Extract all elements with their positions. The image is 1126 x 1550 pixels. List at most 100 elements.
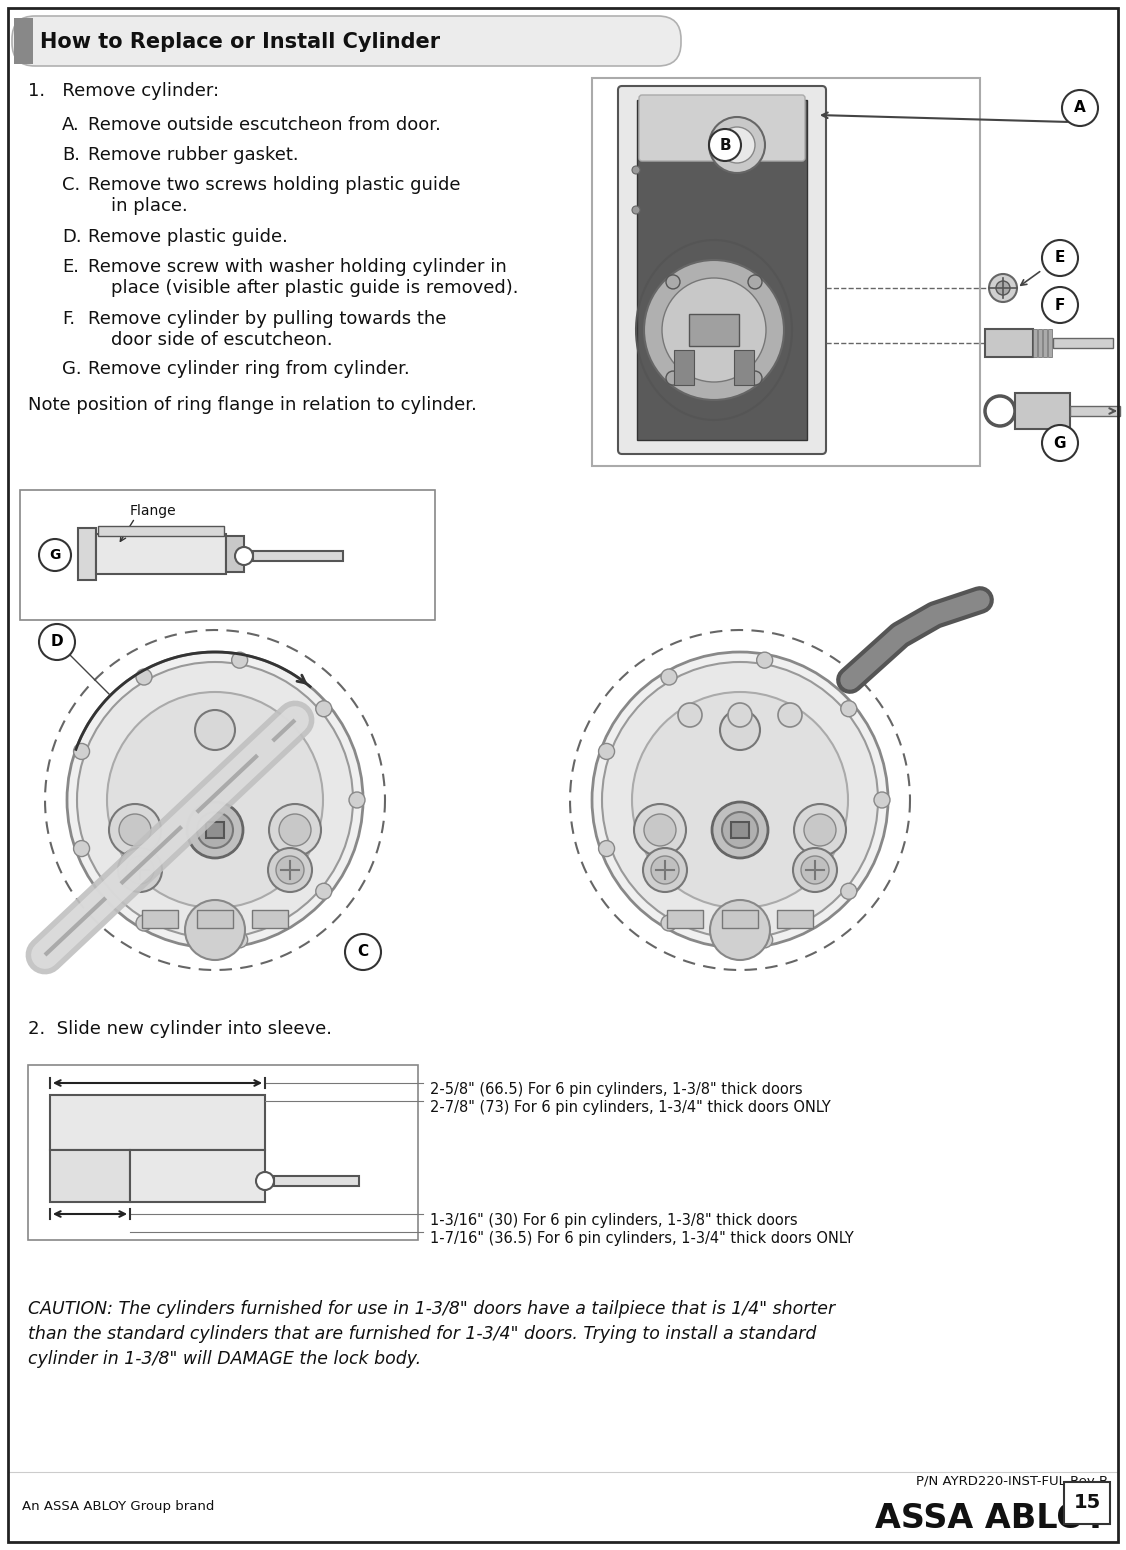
Text: 2.  Slide new cylinder into sleeve.: 2. Slide new cylinder into sleeve. <box>28 1020 332 1038</box>
FancyBboxPatch shape <box>638 95 805 161</box>
Circle shape <box>678 704 701 727</box>
Circle shape <box>269 804 321 856</box>
Circle shape <box>349 792 365 808</box>
Text: B.: B. <box>62 146 80 164</box>
Circle shape <box>126 856 154 883</box>
Circle shape <box>599 840 615 857</box>
Circle shape <box>748 274 762 288</box>
Bar <box>1038 329 1042 356</box>
Circle shape <box>661 670 677 685</box>
Circle shape <box>232 932 248 949</box>
Circle shape <box>276 856 304 883</box>
Circle shape <box>232 653 248 668</box>
Circle shape <box>804 814 835 846</box>
Bar <box>1048 329 1052 356</box>
Bar <box>197 910 233 928</box>
Bar <box>1064 1482 1110 1524</box>
Circle shape <box>729 704 752 727</box>
Bar <box>129 1150 265 1201</box>
Circle shape <box>118 848 162 891</box>
Circle shape <box>644 814 676 846</box>
Circle shape <box>644 260 784 400</box>
Bar <box>252 910 288 928</box>
Circle shape <box>632 206 640 214</box>
Circle shape <box>107 691 323 908</box>
Text: G: G <box>1054 436 1066 451</box>
Circle shape <box>661 914 677 932</box>
Circle shape <box>39 625 75 660</box>
Text: B: B <box>720 138 731 152</box>
Bar <box>1053 338 1112 349</box>
Circle shape <box>256 1172 274 1190</box>
Text: G: G <box>50 549 61 563</box>
Circle shape <box>757 653 772 668</box>
Text: Remove screw with washer holding cylinder in
    place (visible after plastic gu: Remove screw with washer holding cylinde… <box>88 257 518 296</box>
Bar <box>1070 406 1120 415</box>
Circle shape <box>73 840 90 857</box>
Text: A.: A. <box>62 116 80 133</box>
Circle shape <box>632 166 640 174</box>
Circle shape <box>315 883 332 899</box>
Text: 2-7/8" (73) For 6 pin cylinders, 1-3/4" thick doors ONLY: 2-7/8" (73) For 6 pin cylinders, 1-3/4" … <box>430 1100 831 1114</box>
Circle shape <box>722 812 758 848</box>
Circle shape <box>187 801 243 859</box>
Bar <box>20 490 435 620</box>
Text: An ASSA ABLOY Group brand: An ASSA ABLOY Group brand <box>23 1500 214 1513</box>
Bar <box>689 315 739 346</box>
Circle shape <box>794 804 846 856</box>
Text: CAUTION: The cylinders furnished for use in 1-3/8" doors have a tailpiece that i: CAUTION: The cylinders furnished for use… <box>28 1300 835 1369</box>
Text: 2-5/8" (66.5) For 6 pin cylinders, 1-3/8" thick doors: 2-5/8" (66.5) For 6 pin cylinders, 1-3/8… <box>430 1082 803 1097</box>
Text: Remove rubber gasket.: Remove rubber gasket. <box>88 146 298 164</box>
Circle shape <box>748 370 762 384</box>
Circle shape <box>634 804 686 856</box>
FancyBboxPatch shape <box>12 16 681 67</box>
Bar <box>206 822 224 839</box>
Circle shape <box>77 662 352 938</box>
Bar <box>274 1176 359 1186</box>
Circle shape <box>136 914 152 932</box>
Circle shape <box>711 901 770 959</box>
Text: E.: E. <box>62 257 79 276</box>
Circle shape <box>1042 240 1078 276</box>
Text: F.: F. <box>62 310 75 329</box>
Text: How to Replace or Install Cylinder: How to Replace or Install Cylinder <box>41 33 440 53</box>
Text: Remove two screws holding plastic guide
    in place.: Remove two screws holding plastic guide … <box>88 177 461 215</box>
Bar <box>592 78 980 467</box>
Circle shape <box>712 801 768 859</box>
Bar <box>78 529 96 580</box>
Text: 1-3/16" (30) For 6 pin cylinders, 1-3/8" thick doors: 1-3/16" (30) For 6 pin cylinders, 1-3/8"… <box>430 1214 797 1228</box>
Text: G.: G. <box>62 360 81 378</box>
Bar <box>28 1065 418 1240</box>
Circle shape <box>197 812 233 848</box>
Circle shape <box>136 670 152 685</box>
Bar <box>50 1094 265 1150</box>
Circle shape <box>997 281 1010 294</box>
Circle shape <box>757 932 772 949</box>
Circle shape <box>68 653 363 949</box>
Text: 15: 15 <box>1073 1494 1100 1513</box>
Bar <box>777 910 813 928</box>
Text: Flange: Flange <box>129 504 177 518</box>
Text: Remove cylinder by pulling towards the
    door side of escutcheon.: Remove cylinder by pulling towards the d… <box>88 310 446 349</box>
Text: ASSA ABLOY: ASSA ABLOY <box>875 1502 1108 1534</box>
Bar <box>731 822 749 839</box>
Text: A: A <box>1074 101 1085 116</box>
Circle shape <box>665 370 680 384</box>
Circle shape <box>989 274 1017 302</box>
Bar <box>98 525 224 536</box>
Text: P/N AYRD220-INST-FUL Rev B: P/N AYRD220-INST-FUL Rev B <box>915 1474 1108 1486</box>
Bar <box>1033 329 1037 356</box>
Circle shape <box>268 848 312 891</box>
Text: Remove outside escutcheon from door.: Remove outside escutcheon from door. <box>88 116 441 133</box>
Circle shape <box>1042 287 1078 322</box>
Text: F: F <box>1055 298 1065 313</box>
Circle shape <box>632 691 848 908</box>
Text: 1.   Remove cylinder:: 1. Remove cylinder: <box>28 82 220 101</box>
Bar <box>1015 394 1070 429</box>
Circle shape <box>279 814 311 846</box>
Circle shape <box>651 856 679 883</box>
Circle shape <box>1042 425 1078 460</box>
Bar <box>667 910 703 928</box>
Circle shape <box>345 935 381 970</box>
Circle shape <box>599 744 615 760</box>
